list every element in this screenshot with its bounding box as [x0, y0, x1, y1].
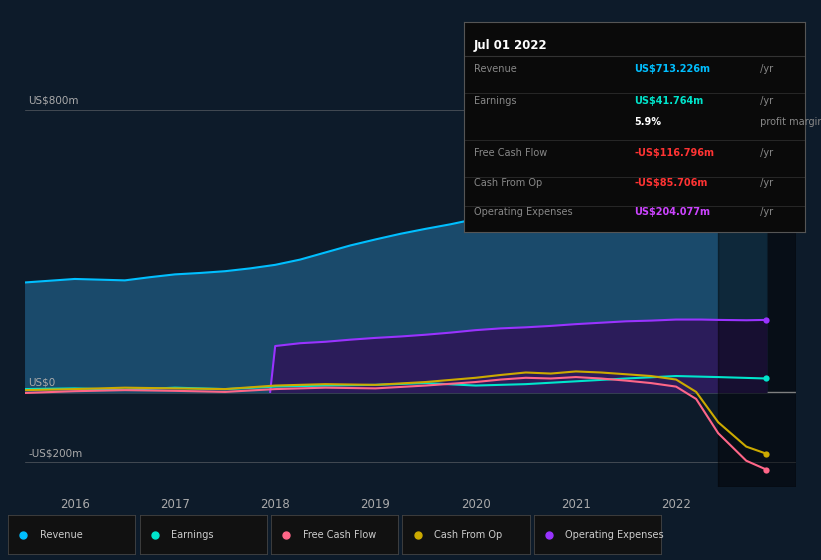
Text: Operating Expenses: Operating Expenses	[566, 530, 664, 540]
Text: /yr: /yr	[757, 148, 773, 158]
Text: Cash From Op: Cash From Op	[434, 530, 502, 540]
Text: -US$200m: -US$200m	[29, 449, 83, 458]
Text: /yr: /yr	[757, 96, 773, 106]
Text: US$800m: US$800m	[29, 95, 79, 105]
Text: Operating Expenses: Operating Expenses	[474, 207, 573, 217]
Text: US$0: US$0	[29, 377, 56, 388]
Text: profit margin: profit margin	[757, 117, 821, 127]
Text: Cash From Op: Cash From Op	[474, 178, 543, 188]
Text: /yr: /yr	[757, 207, 773, 217]
Text: US$41.764m: US$41.764m	[635, 96, 704, 106]
Text: Free Cash Flow: Free Cash Flow	[474, 148, 548, 158]
Text: /yr: /yr	[757, 178, 773, 188]
Text: Jul 01 2022: Jul 01 2022	[474, 39, 548, 52]
Text: -US$116.796m: -US$116.796m	[635, 148, 714, 158]
Text: Revenue: Revenue	[40, 530, 83, 540]
Bar	[718, 67, 796, 487]
Text: Revenue: Revenue	[474, 64, 517, 74]
Text: -US$85.706m: -US$85.706m	[635, 178, 708, 188]
Text: US$713.226m: US$713.226m	[635, 64, 710, 74]
Text: /yr: /yr	[757, 64, 773, 74]
Text: Earnings: Earnings	[474, 96, 516, 106]
Text: Earnings: Earnings	[172, 530, 214, 540]
Text: 5.9%: 5.9%	[635, 117, 661, 127]
Text: Free Cash Flow: Free Cash Flow	[303, 530, 376, 540]
Text: US$204.077m: US$204.077m	[635, 207, 710, 217]
